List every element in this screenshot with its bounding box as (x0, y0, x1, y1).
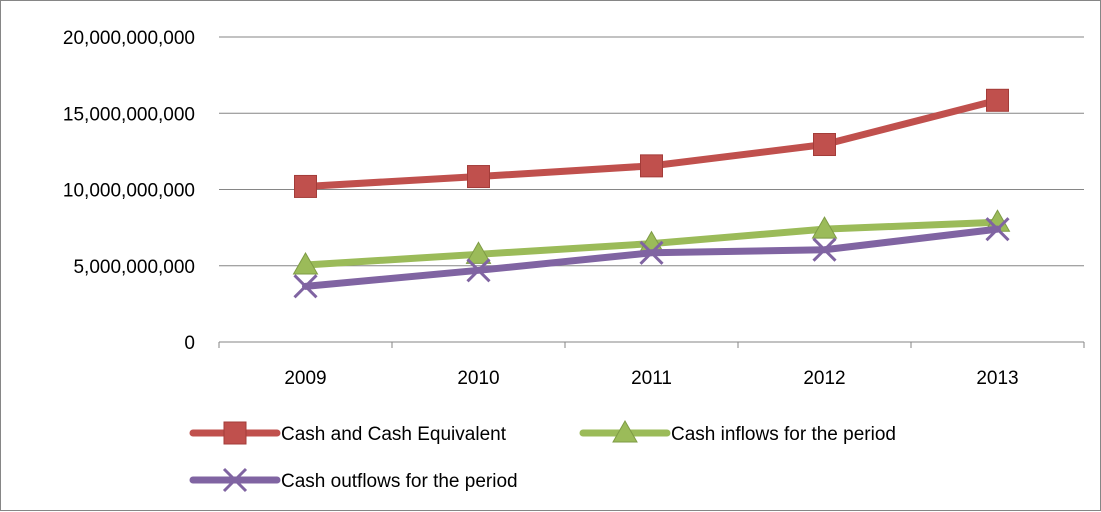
legend-label: Cash inflows for the period (671, 424, 896, 445)
data-point (985, 217, 1010, 242)
legend-entry: Cash outflows for the period (189, 467, 518, 493)
x-tick-label: 2009 (284, 368, 326, 389)
y-tick-label: 20,000,000,000 (63, 28, 195, 49)
series-1 (294, 88, 1009, 198)
series-3 (293, 217, 1010, 299)
data-point (813, 133, 836, 157)
legend-entry: Cash and Cash Equivalent (189, 421, 507, 445)
legend-swatch-marker (223, 421, 247, 445)
gridlines (219, 36, 1084, 267)
legend-label: Cash and Cash Equivalent (281, 424, 507, 445)
data-point (292, 251, 319, 275)
y-tick-label: 15,000,000,000 (63, 104, 195, 125)
legend: Cash and Cash Equivalent Cash inflows for… (189, 419, 896, 493)
data-point (640, 154, 663, 178)
y-tick-label: 10,000,000,000 (63, 181, 195, 202)
data-point (465, 241, 492, 264)
data-point (466, 258, 491, 283)
x-axis-tick-labels: 2009 2010 2011 2012 2013 (284, 368, 1018, 389)
data-point (812, 237, 837, 262)
x-tick-label: 2012 (803, 368, 845, 389)
legend-entry: Cash inflows for the period (579, 419, 896, 445)
data-point (294, 174, 317, 198)
legend-swatch-marker (612, 419, 638, 443)
y-tick-label: 5,000,000,000 (73, 257, 195, 278)
data-point (811, 216, 838, 239)
series-lines (292, 88, 1011, 299)
legend-swatch-marker (222, 467, 248, 493)
y-axis-tick-labels: 0 5,000,000,000 10,000,000,000 15,000,000,0… (63, 28, 195, 354)
legend-label: Cash outflows for the period (281, 471, 518, 492)
y-tick-label: 0 (184, 333, 195, 354)
data-point (293, 274, 318, 299)
data-point (639, 240, 664, 265)
x-tick-label: 2010 (457, 368, 499, 389)
x-tick-label: 2013 (976, 368, 1018, 389)
x-tick-label: 2011 (631, 368, 672, 389)
axes (218, 341, 1085, 348)
data-point (467, 165, 490, 189)
data-point (986, 88, 1009, 112)
